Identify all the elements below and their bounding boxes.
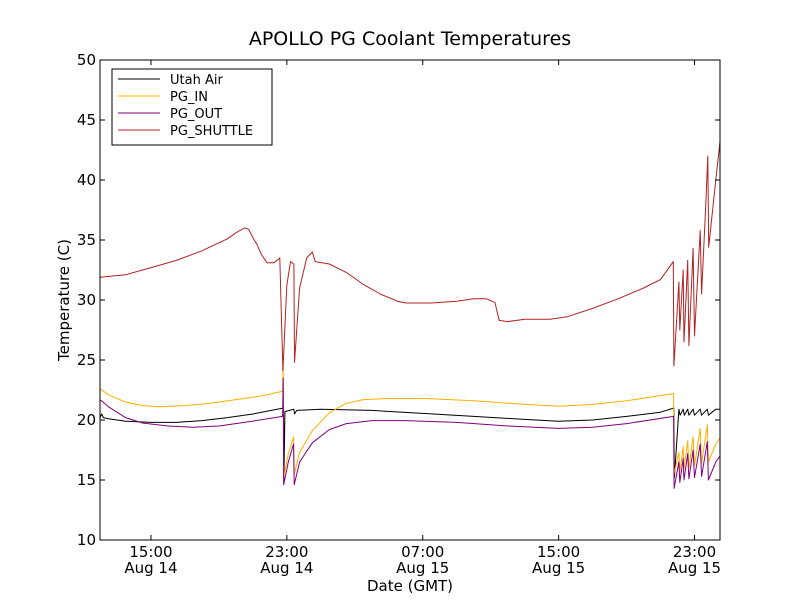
x-tick-label-date: Aug 15	[396, 559, 449, 577]
x-tick-label-time: 15:00	[129, 543, 172, 561]
y-tick-label: 15	[77, 471, 96, 489]
y-tick-label: 25	[77, 351, 96, 369]
legend-label-pg-out: PG_OUT	[170, 107, 222, 122]
series-line-utah-air	[100, 407, 720, 481]
x-tick-label-date: Aug 15	[668, 559, 721, 577]
y-tick-label: 30	[77, 291, 96, 309]
x-tick-label-time: 23:00	[265, 543, 308, 561]
x-axis-label: Date (GMT)	[367, 577, 453, 595]
x-tick-label-time: 07:00	[401, 543, 444, 561]
x-tick-label-time: 23:00	[673, 543, 716, 561]
y-tick-label: 40	[77, 171, 96, 189]
series-line-pg-in	[100, 365, 720, 479]
y-tick-label: 20	[77, 411, 96, 429]
legend: Utah Air PG_IN PG_OUT PG_SHUTTLE	[111, 68, 273, 146]
x-tick-label-date: Aug 14	[124, 559, 177, 577]
x-tick-label-date: Aug 15	[532, 559, 585, 577]
series-line-pg-shuttle	[100, 141, 720, 372]
y-tick-label: 10	[77, 531, 96, 549]
legend-label-pg-in: PG_IN	[170, 90, 208, 105]
y-axis: 10 15 20 25 30 35 40 45 50	[77, 51, 720, 549]
y-tick-label: 35	[77, 231, 96, 249]
x-tick-label-date: Aug 14	[260, 559, 313, 577]
series-line-pg-out	[100, 377, 720, 489]
y-tick-label: 50	[77, 51, 96, 69]
y-tick-label: 45	[77, 111, 96, 129]
y-axis-label: Temperature (C)	[55, 239, 73, 362]
series-layer	[100, 141, 720, 489]
legend-label-pg-shuttle: PG_SHUTTLE	[170, 124, 253, 139]
chart-title: APOLLO PG Coolant Temperatures	[249, 28, 571, 50]
legend-label-utah-air: Utah Air	[170, 73, 223, 88]
legend-box	[111, 68, 273, 146]
x-tick-label-time: 15:00	[537, 543, 580, 561]
